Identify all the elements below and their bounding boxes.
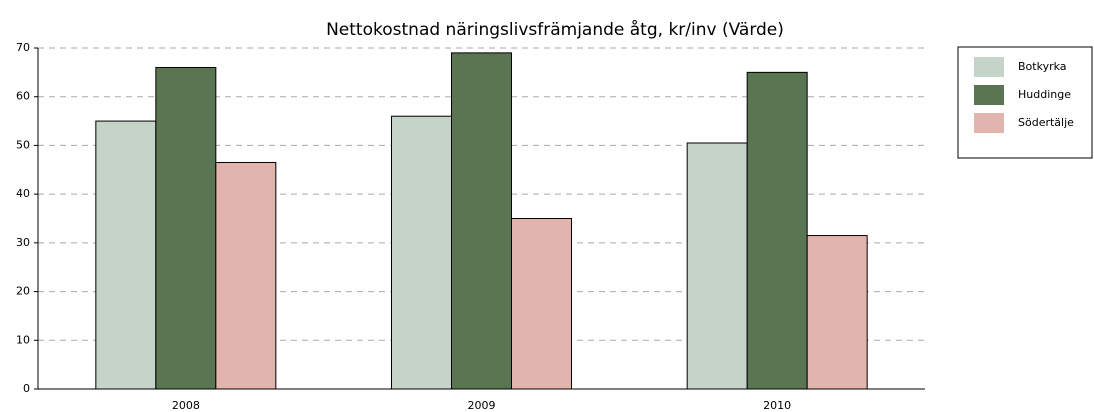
- y-tick-label: 50: [16, 138, 30, 151]
- bar: [806, 235, 868, 390]
- legend-label: Södertälje: [1018, 116, 1074, 129]
- bar: [391, 115, 452, 390]
- y-tick-label: 0: [23, 382, 30, 395]
- bar: [686, 142, 748, 390]
- x-tick-label: 2010: [763, 399, 791, 412]
- legend-swatch: [974, 85, 1004, 105]
- y-tick-label: 30: [16, 236, 30, 249]
- legend-label: Huddinge: [1018, 88, 1071, 101]
- y-tick-label: 10: [16, 333, 30, 346]
- y-tick-label: 20: [16, 285, 30, 298]
- x-tick-label: 2009: [468, 399, 496, 412]
- legend-swatch: [974, 113, 1004, 133]
- legend-swatch: [974, 57, 1004, 77]
- bar: [155, 66, 217, 390]
- y-tick-label: 70: [16, 41, 30, 54]
- legend-label: Botkyrka: [1018, 60, 1067, 73]
- bar: [451, 52, 512, 390]
- bar: [215, 161, 277, 390]
- bar: [511, 218, 572, 390]
- y-tick-label: 60: [16, 90, 30, 103]
- bar: [746, 71, 808, 390]
- bar: [95, 120, 157, 390]
- chart-title: Nettokostnad näringslivsfrämjande åtg, k…: [326, 19, 784, 40]
- y-tick-label: 40: [16, 187, 30, 200]
- x-tick-label: 2008: [172, 399, 200, 412]
